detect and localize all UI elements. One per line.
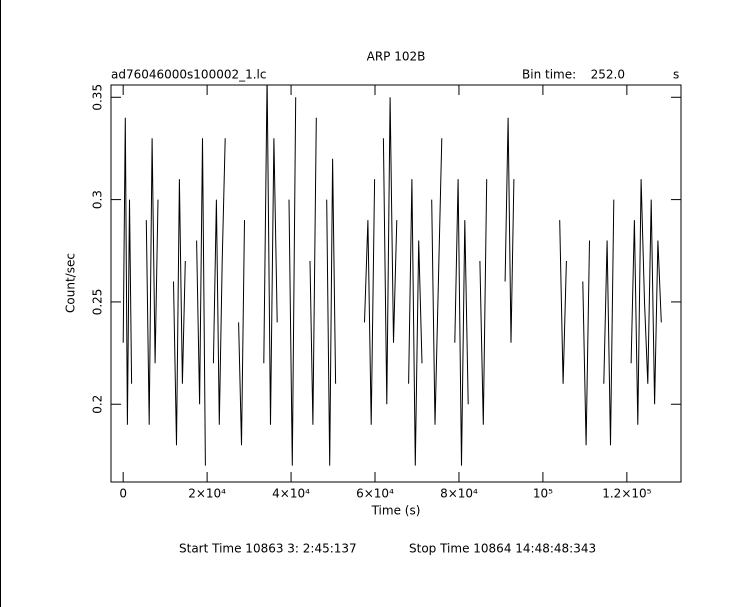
light-curve	[122, 85, 662, 466]
file-name: ad76046000s100002_1.lc	[111, 68, 267, 82]
y-tick-label: 0.2	[91, 395, 105, 414]
x-tick-label: 8×10⁴	[440, 487, 478, 501]
y-tick-label: 0.3	[91, 190, 105, 209]
x-tick-label: 4×10⁴	[272, 487, 310, 501]
y-axis-label: Count/sec	[64, 253, 78, 313]
x-tick-label: 1.2×10⁵	[602, 487, 651, 501]
x-tick-label: 10⁵	[533, 487, 553, 501]
bin-time-label: Bin time:	[522, 68, 576, 82]
plot-frame	[110, 84, 682, 483]
stop-time: Stop Time 10864 14:48:48:343	[409, 542, 596, 556]
x-tick-label: 2×10⁴	[188, 487, 226, 501]
y-tick-label: 0.35	[91, 84, 105, 111]
x-axis-label: Time (s)	[371, 504, 421, 518]
chart-title: ARP 102B	[367, 50, 426, 64]
x-tick-label: 0	[119, 487, 127, 501]
x-tick-label: 6×10⁴	[356, 487, 394, 501]
start-time: Start Time 10863 3: 2:45:137	[179, 542, 357, 556]
bin-time-unit: s	[673, 68, 679, 82]
bin-time: 252.0	[591, 68, 625, 82]
y-tick-label: 0.25	[91, 289, 105, 316]
